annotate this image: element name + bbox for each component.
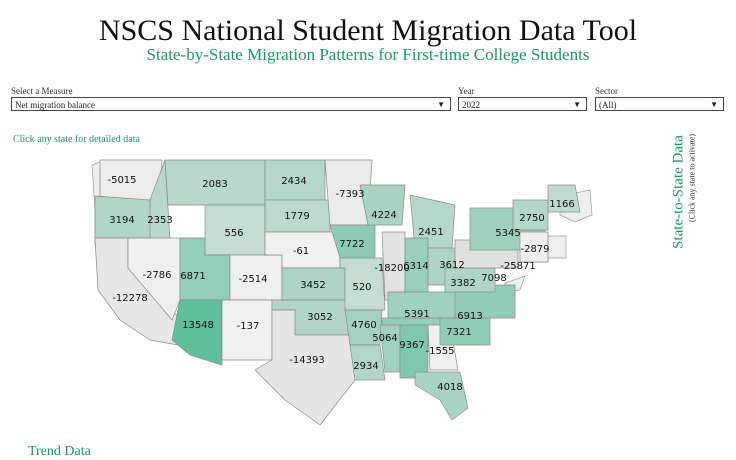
- state-value-label: -14393: [289, 355, 324, 366]
- measure-select-value: Net migration balance: [15, 100, 95, 110]
- year-select[interactable]: 2022 ▼: [458, 97, 587, 111]
- year-label: Year: [458, 86, 475, 96]
- state-value-label: -25871: [500, 261, 535, 272]
- page-subtitle: State-by-State Migration Patterns for Fi…: [146, 45, 590, 64]
- measure-label: Select a Measure: [11, 86, 73, 96]
- state-value-label: 6913: [457, 311, 482, 322]
- page-title: NSCS National Student Migration Data Too…: [98, 14, 638, 47]
- state-value-label: 3452: [300, 280, 325, 291]
- state-az[interactable]: [171, 299, 223, 366]
- year-chevron-down-icon: ▼: [573, 100, 581, 109]
- state-value-label: -1555: [425, 346, 454, 357]
- state-value-label: 2750: [519, 213, 544, 224]
- state-value-label: 3612: [439, 260, 464, 271]
- state-value-label: 3052: [307, 312, 332, 323]
- state-value-label: 5345: [495, 228, 520, 239]
- state-value-label: 520: [352, 282, 371, 293]
- state-value-label: 4018: [437, 382, 462, 393]
- state-value-label: 2934: [353, 361, 378, 372]
- state-tx[interactable]: [254, 309, 356, 426]
- sector-select[interactable]: (All) ▼: [595, 97, 724, 111]
- state-value-label: 7321: [446, 327, 471, 338]
- state-value-label: -137: [237, 321, 260, 332]
- state-value-label: -7393: [335, 189, 364, 200]
- state-value-label: -2514: [238, 274, 267, 285]
- sector-select-value: (All): [599, 100, 617, 110]
- year-select-value: 2022: [462, 100, 480, 110]
- sector-chevron-down-icon: ▼: [710, 100, 718, 109]
- state-value-label: -2879: [520, 244, 549, 255]
- state-value-label: -5015: [107, 175, 136, 186]
- measure-select[interactable]: Net migration balance ▼: [11, 97, 451, 111]
- state-value-label: 13548: [182, 320, 214, 331]
- state-value-label: 2434: [281, 176, 306, 187]
- state-value-label: 4760: [351, 320, 376, 331]
- state-value-label: -2786: [142, 270, 171, 281]
- measure-chevron-down-icon: ▼: [437, 100, 445, 109]
- state-nj[interactable]: [519, 231, 549, 263]
- state-value-label: 9367: [399, 340, 424, 351]
- state-value-label: 2083: [202, 179, 227, 190]
- state-value-label: -61: [293, 246, 309, 257]
- state-value-label: 5391: [404, 309, 429, 320]
- state-value-label: 1166: [549, 199, 574, 210]
- state-value-label: 2353: [147, 215, 172, 226]
- trend-data-title: Trend Data: [28, 444, 91, 459]
- state-nv[interactable]: [127, 237, 181, 321]
- state-vt[interactable]: [512, 199, 549, 231]
- map-hint: Click any state for detailed data: [13, 134, 140, 145]
- state-value-label: -18200: [374, 263, 409, 274]
- state-value-label: 5064: [372, 333, 397, 344]
- state-value-label: 7722: [339, 239, 364, 250]
- state-me[interactable]: [547, 184, 581, 213]
- state-value-label: 6314: [403, 261, 428, 272]
- state-wi[interactable]: [359, 184, 406, 226]
- state-value-label: 3382: [450, 278, 475, 289]
- state-value-label: 556: [224, 228, 243, 239]
- state-value-label: 7098: [481, 273, 506, 284]
- state-fl[interactable]: [414, 371, 469, 421]
- state-value-label: 1779: [284, 211, 309, 222]
- state-la[interactable]: [349, 344, 386, 381]
- state-al[interactable]: [399, 324, 429, 379]
- state-value-label: -12278: [112, 293, 147, 304]
- state-value-label: 3194: [109, 215, 134, 226]
- state-value-label: 2451: [418, 227, 443, 238]
- state-value-label: 4224: [371, 210, 396, 221]
- sector-label: Sector: [595, 86, 618, 96]
- state-value-label: 6871: [180, 271, 205, 282]
